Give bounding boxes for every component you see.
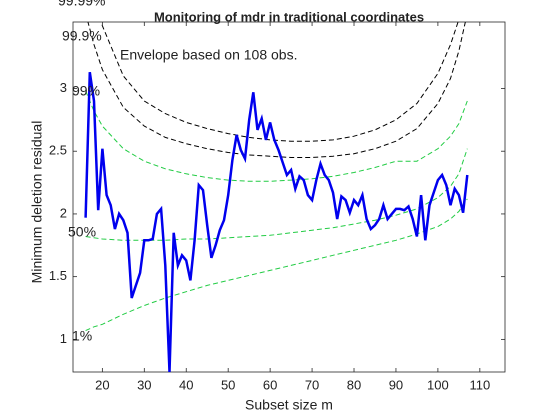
x-tick-label: 20: [95, 377, 109, 392]
x-tick-label: 50: [221, 377, 235, 392]
x-tick-label: 30: [137, 377, 151, 392]
envelope-line: [87, 22, 466, 158]
annotation: 99.99%: [58, 0, 105, 9]
y-tick-label: 1.5: [49, 268, 67, 283]
plot-area: [72, 21, 506, 373]
x-tick-label: 40: [179, 377, 193, 392]
lines: [84, 22, 469, 372]
annotation: 1%: [72, 328, 92, 344]
mdr-line: [84, 72, 469, 372]
y-tick-label: 2: [60, 205, 67, 220]
x-tick-label: 70: [305, 377, 319, 392]
y-tick-label: 3: [60, 80, 67, 95]
x-tick-label: 110: [469, 377, 490, 392]
y-tick-label: 2.5: [49, 143, 67, 158]
annotation: 99.9%: [62, 28, 102, 44]
y-tick-label: 1: [60, 331, 67, 346]
x-axis-label: Subset size m: [245, 397, 333, 413]
envelope-line: [100, 22, 459, 142]
envelope-line: [85, 198, 468, 332]
annotation: 50%: [68, 224, 96, 240]
x-tick-label: 60: [263, 377, 277, 392]
annotation: 99%: [72, 83, 100, 99]
x-tick-label: 80: [347, 377, 361, 392]
envelope-line: [85, 90, 468, 182]
x-tick-label: 90: [389, 377, 403, 392]
chart-title: Monitoring of mdr in traditional coordin…: [154, 9, 424, 24]
x-tick-label: 100: [427, 377, 449, 392]
y-axis-label: Minimum deletion residual: [29, 121, 45, 284]
annotation: Envelope based on 108 obs.: [120, 47, 297, 63]
envelope-line: [85, 148, 468, 241]
